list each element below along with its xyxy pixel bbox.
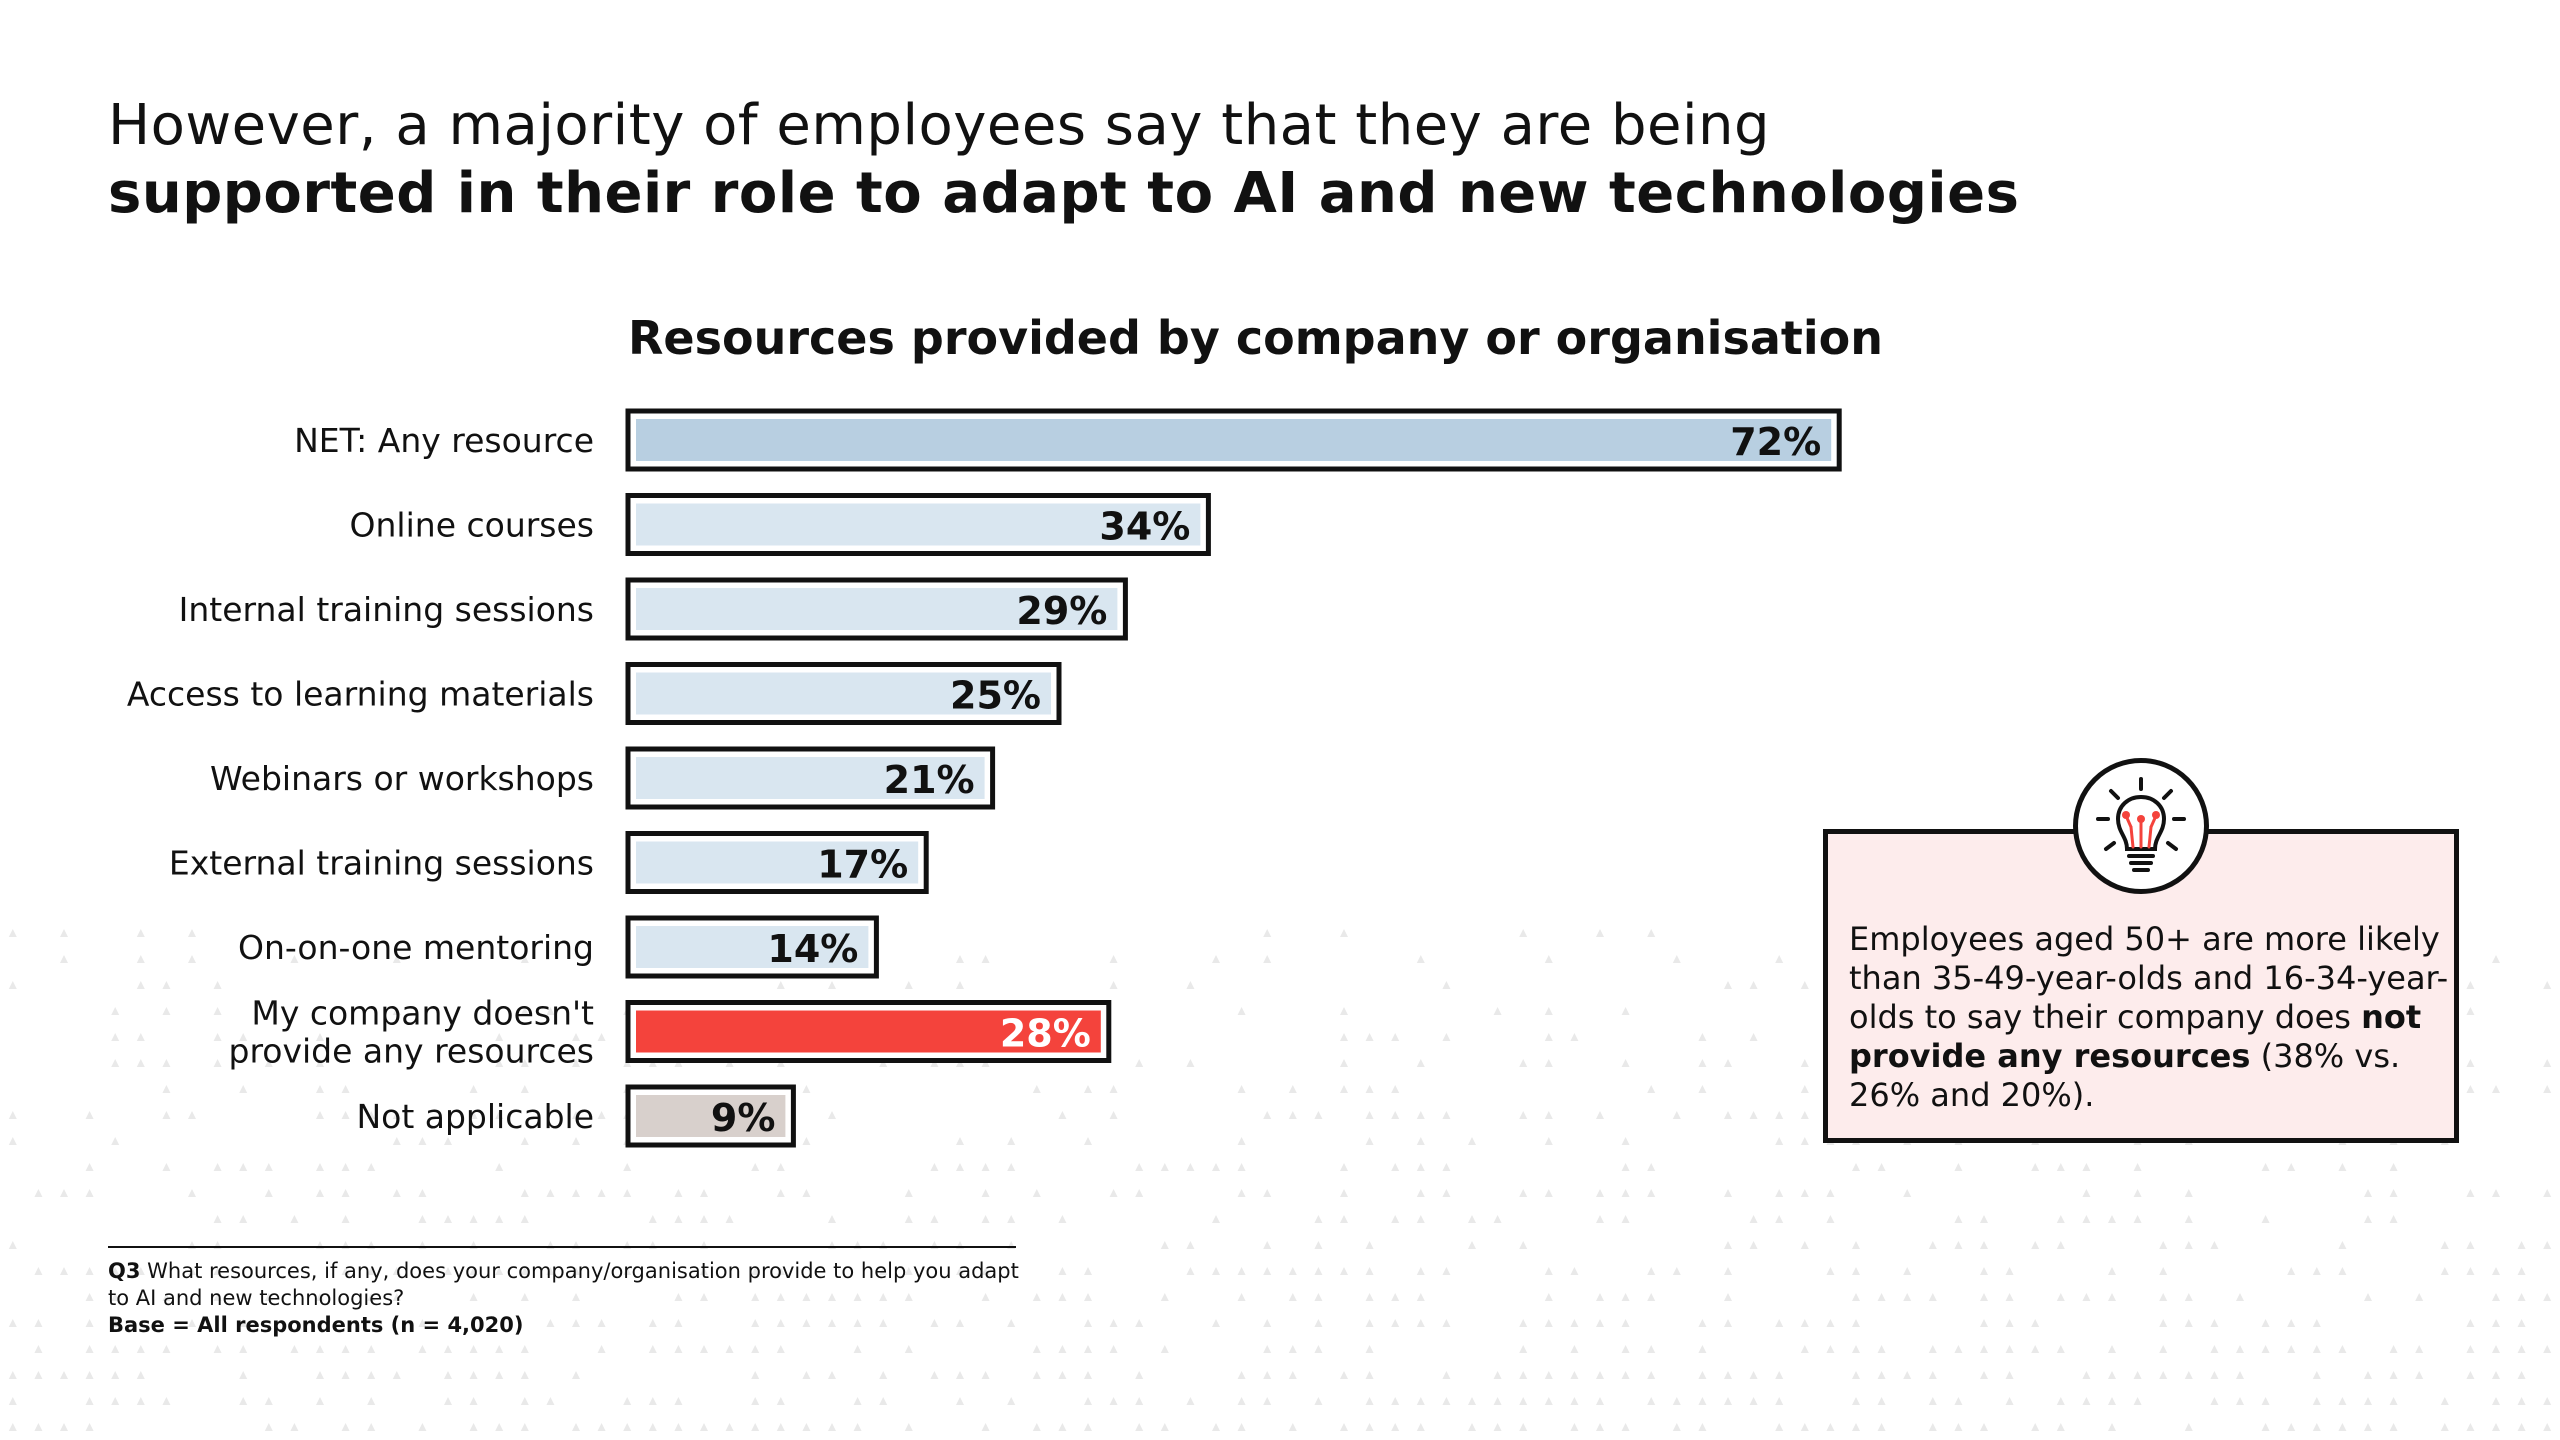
footnote-question-text: What resources, if any, does your compan… [108,1259,1019,1310]
footnote-question: Q3 What resources, if any, does your com… [108,1258,1038,1312]
lightbulb-icon [2073,758,2209,894]
footnote-question-label: Q3 [108,1259,141,1283]
bar [636,419,1832,461]
footnote: Q3 What resources, if any, does your com… [108,1258,1038,1339]
category-label: External training sessions [169,844,594,883]
footnote-divider [108,1246,1016,1248]
bar-value-label: 9% [711,1096,776,1140]
bar [636,588,1118,630]
headline: However, a majority of employees say tha… [108,92,2108,228]
bar-value-label: 21% [884,758,975,802]
bar [636,841,919,884]
category-label: On-on-one mentoring [238,928,594,967]
bar [636,503,1201,546]
callout-text-bold: not provide any resources [1849,998,2422,1075]
category-label: Webinars or workshops [210,759,594,798]
bar-value-label: 25% [950,674,1041,718]
category-label: Online courses [350,506,594,545]
category-label: NET: Any resource [294,421,594,460]
headline-line-2: supported in their role to adapt to AI a… [108,161,2020,226]
chart-title: Resources provided by company or organis… [628,311,1883,365]
category-label: Not applicable [356,1097,594,1136]
bar [636,757,985,799]
footnote-base-text: Base = All respondents (n = 4,020) [108,1313,524,1337]
footnote-base: Base = All respondents (n = 4,020) [108,1312,1038,1339]
bar [636,1095,786,1137]
bar-value-label: 34% [1099,505,1190,549]
category-label: Access to learning materials [127,675,594,714]
callout-text-end: (38% vs. 26% and 20%). [1849,1037,2401,1114]
bar [636,672,1051,715]
callout-text-start: Employees aged 50+ are more likely than … [1849,920,2449,1036]
bar-value-label: 17% [817,843,908,887]
bar-value-label: 72% [1730,420,1821,464]
bar-value-label: 29% [1016,589,1107,633]
headline-line-1: However, a majority of employees say tha… [108,93,1771,158]
bar [636,926,869,968]
category-label: Internal training sessions [179,590,594,629]
bar [636,1010,1101,1053]
category-label: provide any resources [229,1032,595,1071]
callout-text: Employees aged 50+ are more likely than … [1849,920,2449,1115]
category-label: My company doesn't [251,994,594,1033]
bar-value-label: 14% [767,927,858,971]
bar-value-label: 28% [1000,1012,1091,1056]
